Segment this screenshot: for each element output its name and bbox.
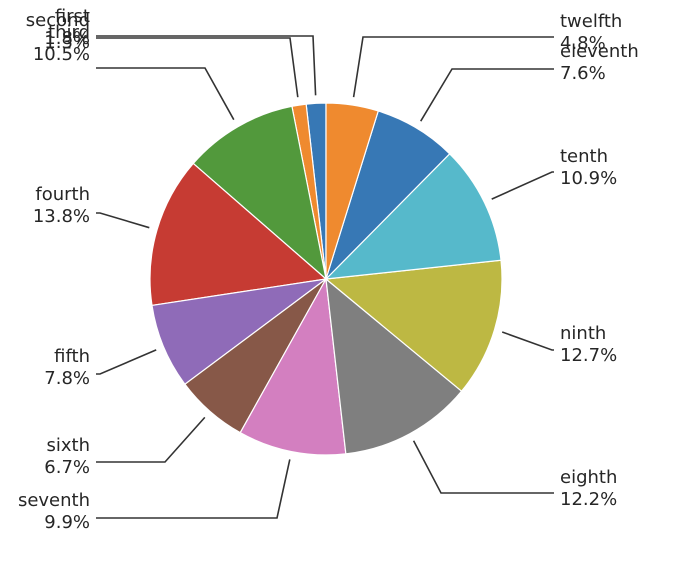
slice-label-eleventh: eleventh 7.6% (560, 41, 639, 84)
slice-name: first (55, 6, 90, 27)
leader-line-first (96, 35, 317, 96)
slice-name: second (26, 10, 90, 31)
slice-label-ninth: ninth 12.7% (560, 323, 617, 366)
slice-label-tenth: tenth 10.9% (560, 146, 617, 189)
slice-percent: 1.3% (44, 32, 90, 53)
slice-percent: 7.8% (44, 368, 90, 389)
slice-percent: 10.9% (560, 168, 617, 189)
slice-label-sixth: sixth 6.7% (44, 435, 90, 478)
slice-label-fifth: fifth 7.8% (44, 346, 90, 389)
leader-line-third (96, 67, 235, 121)
pie-slice-ninth (324, 259, 503, 393)
slice-percent: 9.9% (44, 512, 90, 533)
pie-leader-lines (96, 35, 554, 519)
pie-slice-seventh (239, 277, 347, 456)
slice-name: tenth (560, 146, 608, 167)
slice-percent: 4.8% (560, 33, 606, 54)
slice-percent: 6.7% (44, 457, 90, 478)
slice-name: third (48, 22, 90, 43)
slice-percent: 1.8% (44, 28, 90, 49)
leader-line-seventh (96, 459, 291, 519)
slice-percent: 10.5% (33, 44, 90, 65)
pie-slices (149, 102, 503, 456)
leader-line-eighth (412, 440, 554, 494)
pie-slice-third (192, 105, 327, 281)
slice-name: ninth (560, 323, 606, 344)
slice-label-twelfth: twelfth 4.8% (560, 11, 622, 54)
leader-line-second (96, 37, 299, 98)
slice-name: eighth (560, 467, 617, 488)
slice-label-eighth: eighth 12.2% (560, 467, 617, 510)
slice-percent: 7.6% (560, 63, 606, 84)
slice-percent: 13.8% (33, 206, 90, 227)
slice-label-fourth: fourth 13.8% (33, 184, 90, 227)
leader-line-twelfth (352, 36, 554, 98)
leader-line-sixth (96, 416, 206, 463)
slice-percent: 12.2% (560, 489, 617, 510)
slice-label-third: third 10.5% (33, 22, 90, 65)
pie-slice-tenth (324, 152, 502, 280)
slice-name: fifth (54, 346, 90, 367)
slice-name: eleventh (560, 41, 639, 62)
pie-labels: first 1.8%second 1.3%third 10.5% fourth 13.8%… (18, 6, 639, 533)
slice-name: twelfth (560, 11, 622, 32)
slice-label-seventh: seventh 9.9% (18, 490, 90, 533)
pie-slice-twelfth (325, 102, 380, 280)
leader-line-fourth (96, 212, 150, 229)
pie-slice-eighth (325, 277, 463, 455)
slice-name: seventh (18, 490, 90, 511)
pie-slice-fourth (149, 162, 328, 307)
leader-line-eleventh (420, 68, 554, 122)
leader-line-ninth (501, 331, 554, 351)
slice-label-second: second 1.3% (26, 10, 90, 53)
slice-label-first: first 1.8% (44, 6, 90, 49)
slice-percent: 12.7% (560, 345, 617, 366)
leader-line-fifth (96, 349, 157, 375)
slice-name: fourth (35, 184, 90, 205)
leader-line-tenth (491, 171, 554, 200)
slice-name: sixth (47, 435, 91, 456)
